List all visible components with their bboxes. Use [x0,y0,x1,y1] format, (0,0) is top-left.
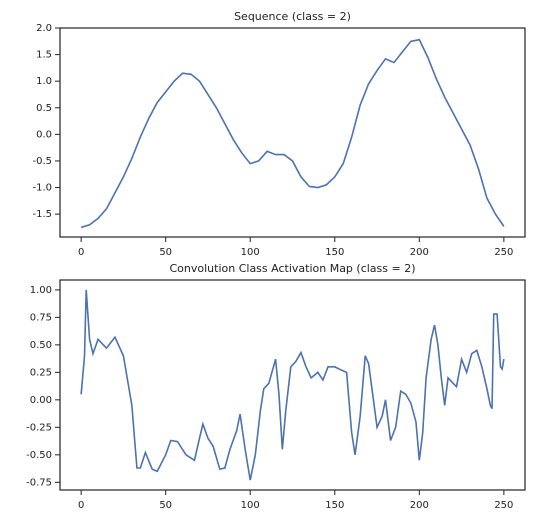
x-tick-label: 50 [159,500,172,511]
y-tick-label: 0.5 [36,103,52,114]
y-tick-label: 0.25 [30,367,52,378]
x-tick-label: 200 [410,500,429,511]
y-tick-label: 2.0 [36,23,52,34]
y-tick-label: 0.0 [36,129,52,140]
chart-title: Convolution Class Activation Map (class … [169,262,415,275]
x-tick-label: 0 [78,247,84,258]
chart-title: Sequence (class = 2) [234,10,351,23]
y-tick-label: -1.0 [32,183,52,194]
y-tick-label: 0.00 [30,395,52,406]
x-tick-label: 150 [325,500,344,511]
y-tick-label: -0.75 [26,477,52,488]
axes-frame [59,279,526,491]
x-tick-label: 50 [159,247,172,258]
line [80,289,505,481]
y-tick-label: 1.00 [30,285,52,296]
y-tick-label: 1.5 [36,50,52,61]
x-tick-label: 250 [494,247,513,258]
y-tick-label: 1.0 [36,76,52,87]
x-tick-label: 0 [78,500,84,511]
y-tick-label: -0.50 [26,450,52,461]
line [80,38,505,229]
x-tick-label: 200 [410,247,429,258]
x-tick-label: 150 [325,247,344,258]
axes-frame [59,27,526,238]
y-tick-label: -0.5 [32,156,52,167]
y-tick-label: -0.25 [26,422,52,433]
x-tick-label: 250 [494,500,513,511]
x-tick-label: 100 [241,500,260,511]
x-tick-label: 100 [241,247,260,258]
y-tick-label: 0.75 [30,312,52,323]
y-tick-label: 0.50 [30,340,52,351]
y-tick-label: -1.5 [32,209,52,220]
